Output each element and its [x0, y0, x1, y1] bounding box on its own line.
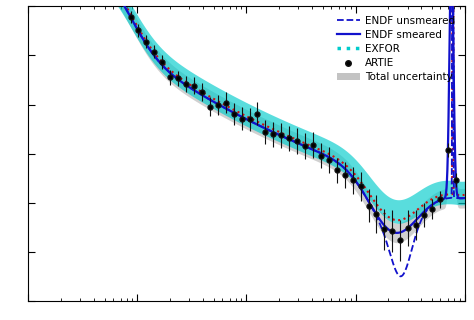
Legend: ENDF unsmeared, ENDF smeared, EXFOR, ARTIE, Total uncertainty: ENDF unsmeared, ENDF smeared, EXFOR, ART… — [333, 12, 459, 87]
